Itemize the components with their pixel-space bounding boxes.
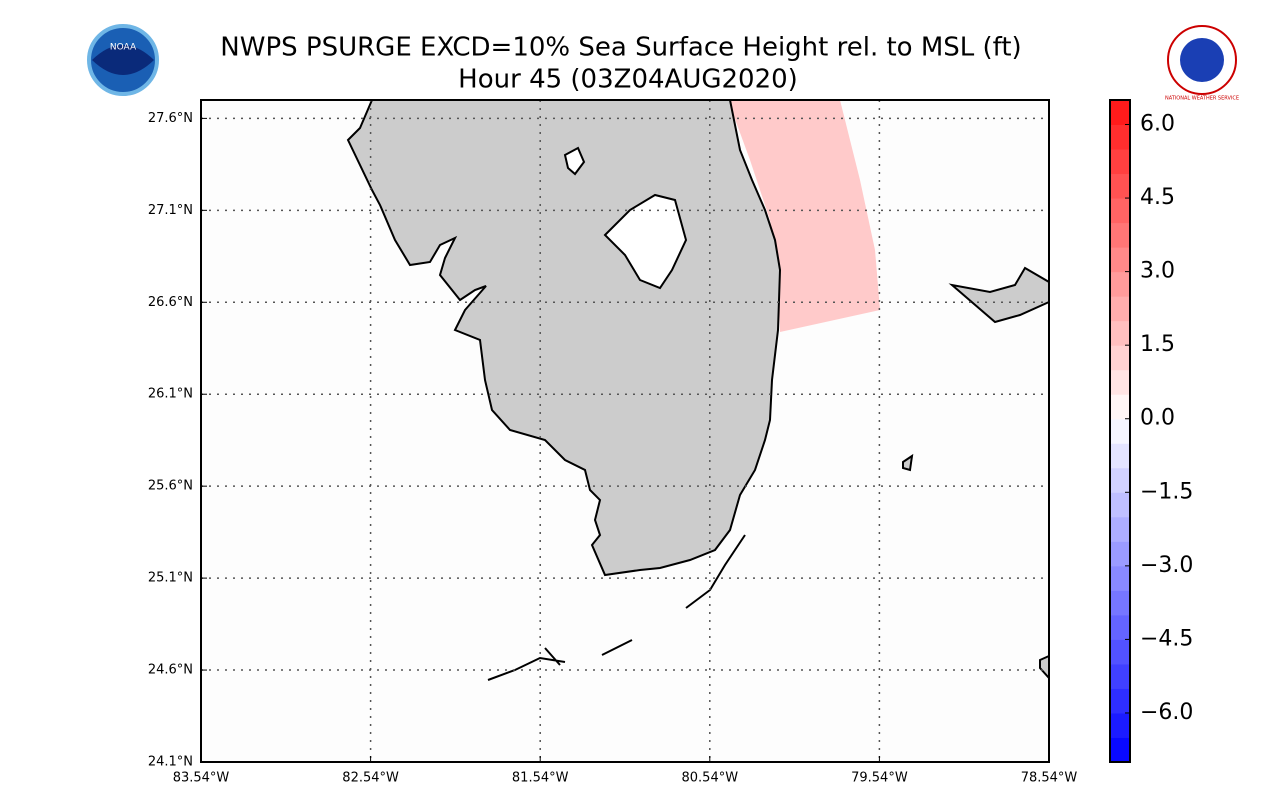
x-tick-label: 78.54°W <box>1021 771 1078 786</box>
colorbar-band <box>1110 198 1130 224</box>
x-tick-label: 83.54°W <box>173 771 230 786</box>
colorbar-tick-label: −6.0 <box>1140 700 1193 725</box>
colorbar-band <box>1110 222 1130 248</box>
x-tick-label: 79.54°W <box>851 771 908 786</box>
colorbar-band <box>1110 516 1130 542</box>
map <box>200 99 1050 763</box>
colorbar-band <box>1110 271 1130 297</box>
y-tick-label: 27.6°N <box>148 111 193 126</box>
keys <box>487 534 746 681</box>
x-tick-label: 80.54°W <box>682 771 739 786</box>
logo-shape <box>92 45 154 75</box>
y-tick-label: 26.6°N <box>148 295 193 310</box>
colorbar-band <box>1110 590 1130 616</box>
y-tick-label: 26.1°N <box>148 387 193 402</box>
colorbar <box>1110 100 1130 763</box>
colorbar-band <box>1110 737 1130 763</box>
colorbar-tick-label: 1.5 <box>1140 332 1175 357</box>
colorbar-band <box>1110 296 1130 322</box>
colorbar-band <box>1110 492 1130 518</box>
colorbar-band <box>1110 712 1130 738</box>
colorbar-tick-label: −3.0 <box>1140 553 1193 578</box>
x-tick-label: 81.54°W <box>512 771 569 786</box>
colorbar-band <box>1110 100 1130 126</box>
x-tick-label: 82.54°W <box>342 771 399 786</box>
subtitle: Hour 45 (03Z04AUG2020) <box>458 65 798 95</box>
colorbar-band <box>1110 124 1130 150</box>
colorbar-tick-label: 4.5 <box>1140 185 1175 210</box>
colorbar-band <box>1110 173 1130 199</box>
surge-area <box>728 100 880 332</box>
island <box>902 453 914 472</box>
lake-okeechobee <box>603 193 688 290</box>
y-tick-label: 24.1°N <box>148 755 193 770</box>
colorbar-tick-label: −1.5 <box>1140 479 1193 504</box>
colorbar-band <box>1110 369 1130 395</box>
colorbar-band <box>1110 149 1130 175</box>
noaa-logo: NOAA <box>87 24 159 96</box>
y-tick-label: 25.6°N <box>148 479 193 494</box>
colorbar-tick-label: 6.0 <box>1140 112 1175 137</box>
title: NWPS PSURGE EXCD=10% Sea Surface Height … <box>220 33 1021 63</box>
colorbar-band <box>1110 418 1130 444</box>
colorbar-tick-label: 3.0 <box>1140 259 1175 284</box>
colorbar-band <box>1110 467 1130 493</box>
colorbar-tick-label: 0.0 <box>1140 406 1175 431</box>
lake <box>563 146 586 176</box>
colorbar-band <box>1110 639 1130 665</box>
colorbar-tick-label: −4.5 <box>1140 626 1193 651</box>
colorbar-band <box>1110 443 1130 469</box>
logo-text: NATIONAL WEATHER SERVICE <box>1165 96 1239 102</box>
logo-text: NOAA <box>110 43 137 53</box>
colorbar-band <box>1110 247 1130 273</box>
colorbar-band <box>1110 320 1130 346</box>
colorbar-band <box>1110 663 1130 689</box>
y-tick-label: 25.1°N <box>148 571 193 586</box>
nws-logo: NATIONAL WEATHER SERVICE <box>1165 25 1239 102</box>
y-tick-label: 24.6°N <box>148 663 193 678</box>
y-tick-label: 27.1°N <box>148 203 193 218</box>
colorbar-band <box>1110 541 1130 567</box>
map-frame <box>200 99 1050 763</box>
colorbar-frame <box>1109 99 1131 763</box>
colorbar-band <box>1110 565 1130 591</box>
colorbar-band <box>1110 394 1130 420</box>
colorbar-band <box>1110 688 1130 714</box>
colorbar-band <box>1110 345 1130 371</box>
colorbar-band <box>1110 614 1130 640</box>
logo-inner <box>1180 38 1224 82</box>
